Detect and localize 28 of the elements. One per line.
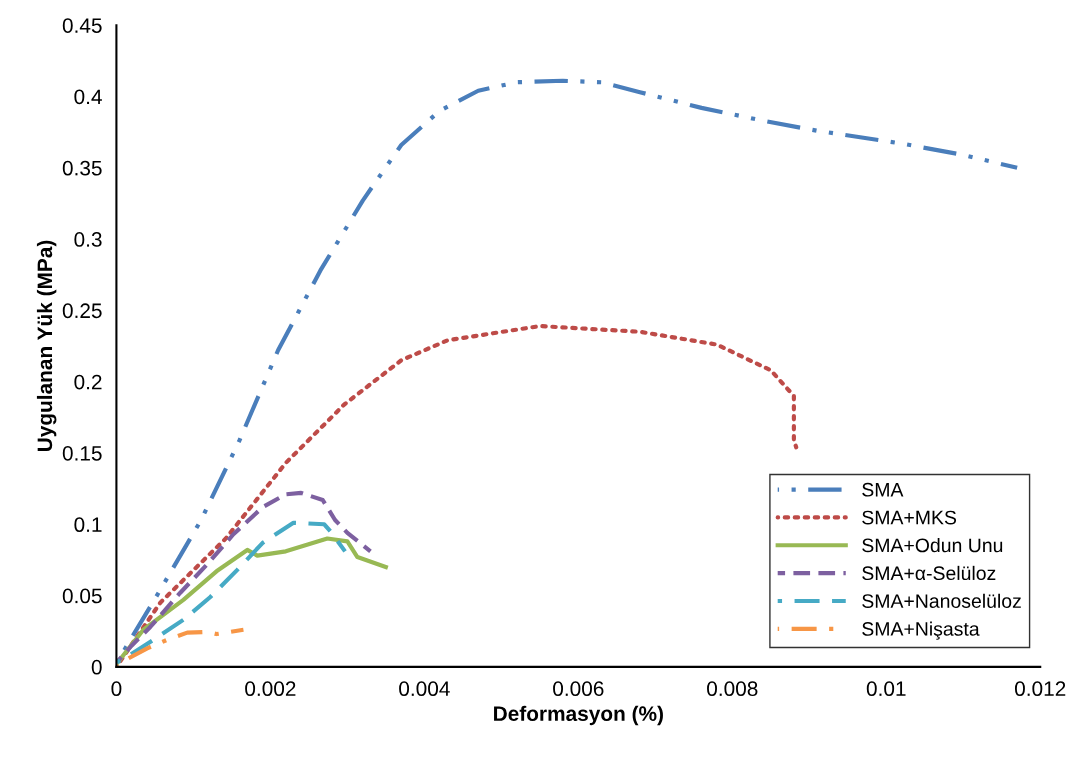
x-tick-label: 0.01	[866, 681, 906, 697]
y-tick-label: 0.4	[74, 89, 102, 105]
legend-label: SMA+Nanoselüloz	[862, 593, 1021, 608]
legend-label: SMA+Odun Unu	[862, 537, 1003, 553]
legend-label: SMA+Nişasta	[862, 621, 980, 640]
line-series	[116, 520, 348, 665]
x-tick-label: 0.002	[245, 681, 296, 697]
x-tick-label: 0.008	[707, 681, 758, 697]
y-tick-label: 0	[91, 659, 102, 675]
y-tick-label: 0.3	[74, 232, 102, 247]
line-series	[116, 627, 246, 667]
x-tick-label: 0.004	[399, 681, 450, 697]
x-tick-label: 0.006	[553, 681, 604, 697]
y-tick-label: 0.05	[62, 588, 102, 604]
legend-label: SMA+MKS	[862, 510, 957, 525]
x-axis-title: Deformasyon (%)	[494, 705, 663, 726]
legend-label: SMA+α-Selüloz	[862, 565, 996, 581]
y-tick-label: 0.45	[62, 18, 102, 33]
y-tick-label: 0.1	[74, 517, 102, 533]
x-tick-label: 0	[111, 681, 122, 697]
y-tick-label: 0.35	[62, 160, 102, 176]
line-series	[116, 323, 799, 667]
y-tick-label: 0.2	[74, 374, 102, 390]
legend-label: SMA	[862, 482, 904, 497]
y-tick-label: 0.25	[62, 303, 102, 319]
y-tick-label: 0.15	[62, 445, 102, 461]
y-axis-title: Uygulanan Yük (MPa)	[36, 240, 57, 452]
x-tick-label: 0.012	[1014, 681, 1066, 697]
